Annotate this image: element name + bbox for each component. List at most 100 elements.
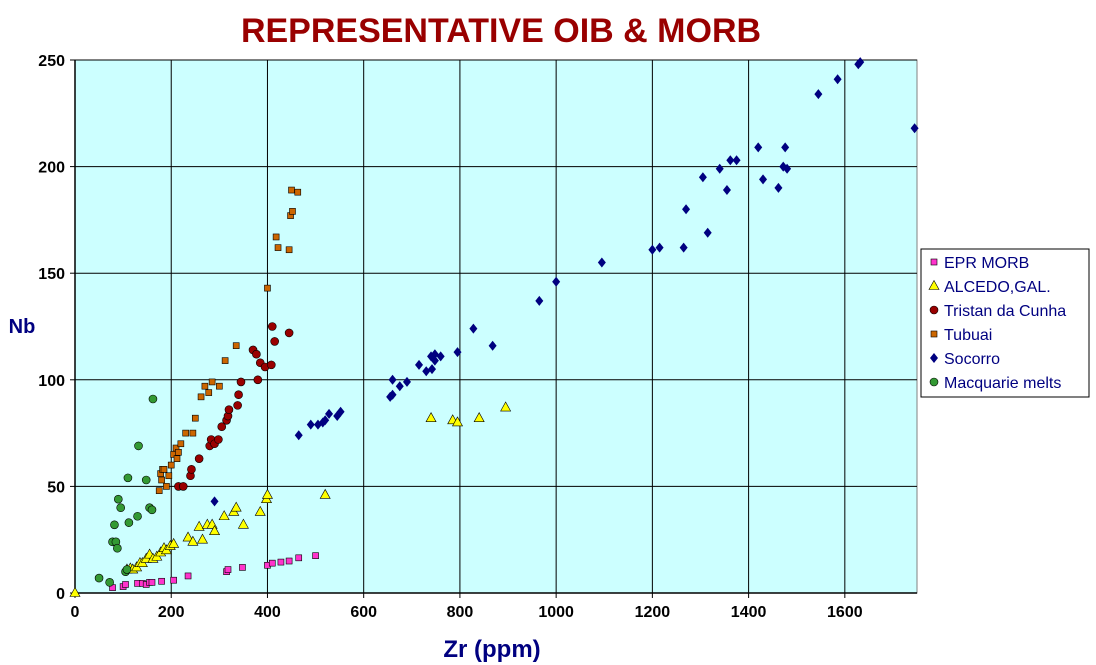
data-point xyxy=(648,244,657,255)
data-point xyxy=(321,415,330,426)
legend-marker xyxy=(929,377,939,387)
data-point xyxy=(759,174,768,185)
data-point xyxy=(177,440,185,448)
data-point xyxy=(187,535,199,546)
series-3 xyxy=(155,186,302,494)
data-point xyxy=(141,475,151,485)
legend-label: Tubuai xyxy=(944,327,992,344)
data-point xyxy=(167,461,175,469)
data-point xyxy=(325,408,334,419)
data-point xyxy=(428,364,437,375)
data-point xyxy=(224,566,232,573)
axis-ticks: 0 200 400 600 800 1000 1200 1400 1600 0 50 100 150 20… xyxy=(38,53,917,621)
data-point xyxy=(655,242,664,253)
data-point xyxy=(209,525,221,535)
x-axis-label: Zr (ppm) xyxy=(443,636,540,663)
data-point xyxy=(422,366,431,377)
legend-label: ALCEDO,GAL. xyxy=(944,279,1051,296)
data-point xyxy=(469,323,478,334)
data-point xyxy=(187,465,196,474)
series-2 xyxy=(174,322,294,491)
chart-title: REPRESENTATIVE OIB & MORB xyxy=(241,12,761,50)
data-point xyxy=(224,405,234,414)
data-point xyxy=(285,557,293,565)
data-point xyxy=(319,488,331,499)
data-point xyxy=(194,454,204,463)
data-point xyxy=(214,435,223,444)
data-point xyxy=(833,74,842,85)
data-point xyxy=(110,520,119,530)
data-point xyxy=(270,337,279,346)
x-tick-label: 600 xyxy=(350,604,377,621)
data-point xyxy=(288,186,295,194)
data-point xyxy=(178,482,188,491)
data-point xyxy=(182,531,194,542)
legend-item: Macquarie melts xyxy=(929,375,1061,392)
data-point xyxy=(267,360,276,370)
data-point xyxy=(148,579,156,586)
data-point xyxy=(268,559,276,567)
data-point xyxy=(277,558,285,566)
data-point xyxy=(814,89,823,100)
data-point xyxy=(205,389,213,396)
y-tick-label: 0 xyxy=(56,586,65,603)
legend-item: Tubuai xyxy=(930,327,992,344)
data-point xyxy=(197,393,205,401)
data-point xyxy=(210,496,219,507)
data-point xyxy=(163,483,170,490)
data-point xyxy=(158,577,165,585)
data-point xyxy=(184,572,192,580)
legend-item: Socorro xyxy=(930,351,1000,368)
y-axis-label: Nb xyxy=(9,316,36,338)
y-tick-label: 50 xyxy=(47,479,65,496)
data-point xyxy=(272,233,280,241)
data-point xyxy=(451,416,464,427)
data-point xyxy=(274,244,282,251)
data-point xyxy=(239,564,246,571)
data-point xyxy=(294,430,303,441)
data-point xyxy=(910,123,919,134)
data-point xyxy=(94,573,104,583)
data-point xyxy=(122,581,129,588)
data-point xyxy=(133,511,142,521)
data-point xyxy=(175,448,182,456)
legend-marker xyxy=(930,258,938,266)
legend-label: Socorro xyxy=(944,351,1000,368)
series-1 xyxy=(69,401,512,597)
data-point xyxy=(191,414,199,422)
data-point xyxy=(415,359,424,370)
data-point xyxy=(253,375,263,385)
data-point xyxy=(123,473,133,483)
data-point xyxy=(488,340,497,351)
data-point xyxy=(264,284,271,292)
data-point xyxy=(237,518,249,529)
legend-box xyxy=(920,248,1090,398)
data-point xyxy=(201,382,209,390)
data-point xyxy=(122,565,132,574)
data-point xyxy=(160,466,168,473)
data-point xyxy=(116,503,126,513)
data-point xyxy=(703,227,712,238)
data-point xyxy=(388,374,397,385)
data-point xyxy=(196,533,209,544)
data-point xyxy=(453,347,462,358)
data-point xyxy=(436,351,445,362)
series-0 xyxy=(109,552,319,591)
data-point xyxy=(732,155,741,166)
data-point xyxy=(234,390,243,400)
data-point xyxy=(336,406,345,417)
data-point xyxy=(500,401,512,412)
data-point xyxy=(216,382,223,390)
x-tick-label: 1200 xyxy=(635,604,671,621)
data-point xyxy=(168,537,180,548)
data-point xyxy=(254,505,266,516)
data-point xyxy=(267,322,277,331)
x-tick-label: 0 xyxy=(71,604,80,621)
data-point xyxy=(134,441,143,451)
legend-item: Tristan da Cunha xyxy=(929,303,1066,320)
legend-label: Macquarie melts xyxy=(944,375,1061,392)
data-point xyxy=(189,429,197,437)
data-point xyxy=(294,188,302,196)
data-point xyxy=(221,357,229,364)
data-point xyxy=(158,476,165,484)
